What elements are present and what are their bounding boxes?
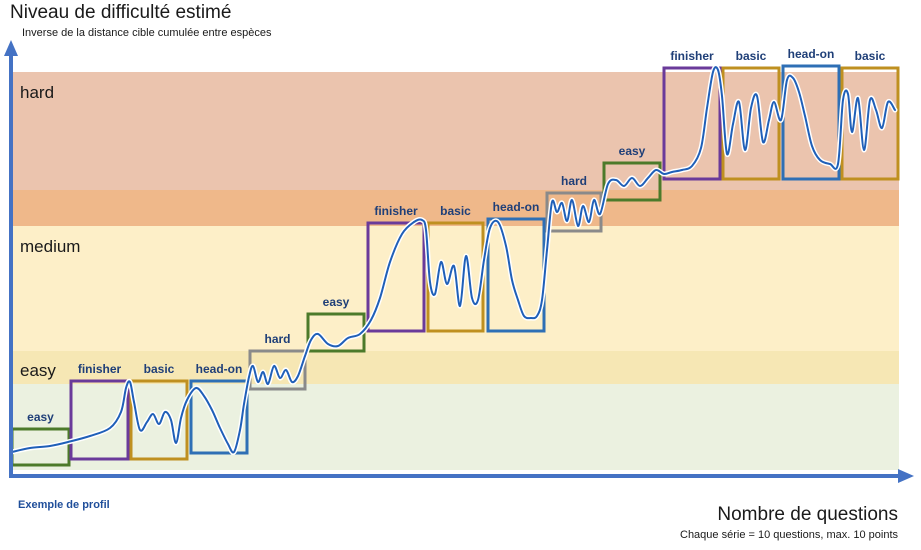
- zone-transition-band: [11, 351, 899, 384]
- series-box-finisher: [366, 221, 426, 333]
- x-axis-title: Nombre de questions: [717, 504, 898, 525]
- series-label-hard: hard: [561, 174, 587, 188]
- series-label-easy: easy: [323, 295, 350, 309]
- x-axis-subtitle: Chaque série = 10 questions, max. 10 poi…: [680, 529, 898, 541]
- series-box-finisher: [662, 66, 722, 181]
- series-label-easy: easy: [619, 144, 646, 158]
- series-label-head-on: head-on: [788, 47, 835, 61]
- series-label-basic: basic: [144, 362, 175, 376]
- series-labels: easy finisher basic head-on hard easy finisher…: [27, 47, 886, 424]
- chart-title: Niveau de difficulté estimé: [10, 2, 232, 23]
- zone-transition-band: [11, 190, 899, 226]
- zone-band-easy: [11, 384, 899, 470]
- series-box-easy: [602, 161, 662, 202]
- series-label-basic: basic: [440, 204, 471, 218]
- series-label-head-on: head-on: [196, 362, 243, 376]
- zone-label-hard: hard: [20, 83, 54, 102]
- series-label-basic: basic: [736, 49, 767, 63]
- series-box-finisher: [69, 379, 130, 461]
- chart-subtitle: Inverse de la distance cible cumulée ent…: [22, 27, 272, 39]
- series-label-head-on: head-on: [493, 200, 540, 214]
- x-axis-arrow: [898, 469, 914, 483]
- difficulty-curve: [9, 64, 898, 455]
- y-axis-arrow: [4, 40, 18, 56]
- series-label-finisher: finisher: [670, 49, 714, 63]
- profile-caption: Exemple de profil: [18, 499, 110, 511]
- difficulty-zones: hard medium easy: [11, 72, 899, 470]
- series-box-basic: [129, 379, 189, 461]
- axes: [4, 40, 914, 483]
- curve-line: [11, 66, 896, 454]
- zone-label-medium: medium: [20, 237, 80, 256]
- zone-label-easy: easy: [20, 361, 56, 380]
- series-label-finisher: finisher: [78, 362, 122, 376]
- series-label-finisher: finisher: [374, 204, 418, 218]
- series-label-basic: basic: [855, 49, 886, 63]
- series-box-head-on: [189, 379, 249, 455]
- series-label-hard: hard: [264, 332, 290, 346]
- series-label-easy: easy: [27, 410, 54, 424]
- zone-band-hard: [11, 72, 899, 190]
